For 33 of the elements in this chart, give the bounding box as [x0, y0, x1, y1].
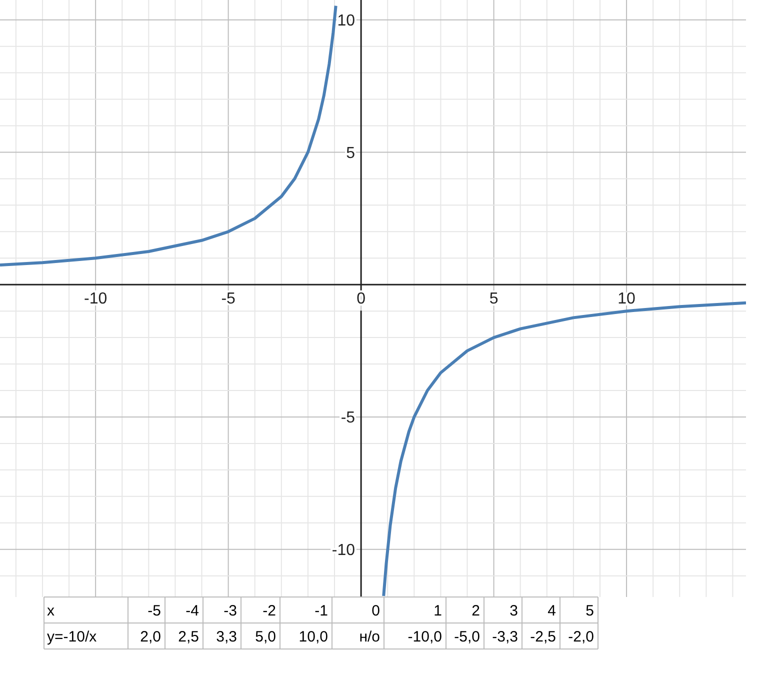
text: н/о [359, 628, 380, 646]
text: y=-10/x [47, 628, 98, 646]
text: x [47, 602, 55, 620]
text: 3 [510, 602, 518, 620]
x-tick-label: 10 [618, 290, 636, 308]
text: 2,0 [140, 628, 161, 646]
text: -10,0 [408, 628, 442, 646]
x-tick-label: -5 [221, 290, 236, 308]
text: 2 [472, 602, 480, 620]
y-tick-label: -10 [332, 542, 356, 559]
text: 1 [434, 602, 442, 620]
text: -3,3 [492, 628, 518, 646]
text: 5 [586, 602, 594, 620]
text: -1 [314, 602, 328, 620]
text: 10,0 [298, 628, 328, 646]
text: 2,5 [178, 628, 199, 646]
text: -2 [262, 602, 276, 620]
x-tick-label: 0 [356, 290, 366, 308]
y-tick-label: -5 [340, 410, 356, 427]
x-tick-label: 5 [489, 290, 498, 308]
text: -4 [186, 602, 199, 620]
text: -2,5 [530, 628, 556, 646]
text: -2,0 [568, 628, 594, 646]
text: 0 [372, 602, 380, 620]
text: 5,0 [255, 628, 276, 646]
text: 3,3 [216, 628, 237, 646]
text: -5 [148, 602, 161, 620]
x-tick-label: -10 [84, 290, 108, 308]
y-tick-label: 10 [337, 12, 356, 30]
text: -3 [224, 602, 237, 620]
y-tick-label: 5 [346, 144, 356, 162]
text: 4 [548, 602, 556, 620]
text: -5,0 [454, 628, 480, 646]
